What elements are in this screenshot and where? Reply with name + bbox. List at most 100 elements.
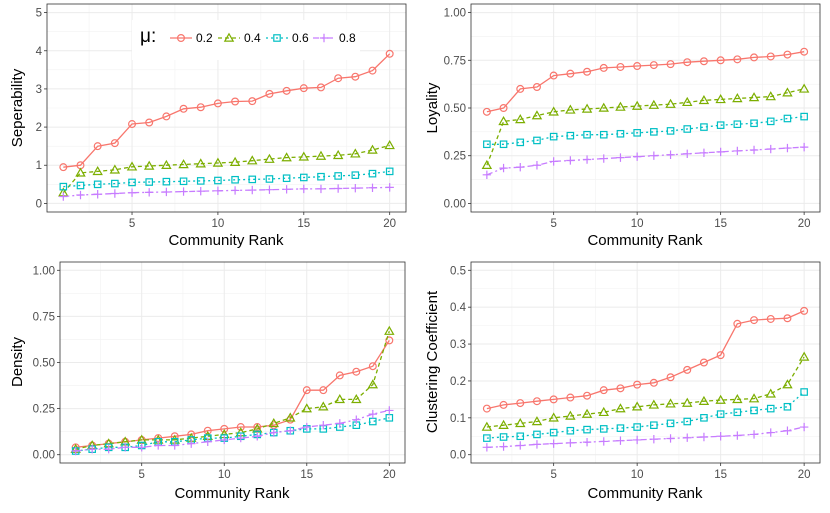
data-point <box>319 386 328 395</box>
series-mu-0.6 <box>59 167 394 191</box>
data-point <box>481 159 493 169</box>
data-point <box>351 171 360 179</box>
data-point <box>683 149 692 158</box>
data-point <box>143 160 155 170</box>
data-point <box>750 53 759 62</box>
data-point <box>59 192 68 201</box>
data-point <box>351 183 360 193</box>
data-point <box>332 149 344 160</box>
y-axis-title: Clustering Coefficient <box>424 290 441 433</box>
data-point <box>566 156 575 165</box>
data-point <box>631 401 643 411</box>
data-point <box>599 154 608 163</box>
data-point <box>248 97 257 106</box>
data-point <box>799 422 809 432</box>
legend-entry-0.8: 0.8 <box>313 31 356 45</box>
series-mu-0.2 <box>482 306 809 413</box>
data-point <box>214 176 222 185</box>
data-point <box>145 188 154 197</box>
x-tick-label: 10 <box>212 218 225 230</box>
data-point <box>315 150 327 160</box>
y-tick-label: 1 <box>36 160 42 172</box>
data-point <box>136 434 147 444</box>
data-point <box>334 172 342 180</box>
data-point <box>666 150 675 159</box>
x-tick-label: 5 <box>129 218 135 230</box>
data-point <box>334 393 346 404</box>
data-point <box>716 147 725 157</box>
data-point <box>236 423 245 432</box>
data-point <box>581 103 593 113</box>
data-point <box>516 84 525 93</box>
y-tick-label: 0.4 <box>450 302 467 314</box>
y-tick-label: 0.75 <box>33 311 55 323</box>
data-point <box>515 114 526 124</box>
data-point <box>798 351 810 361</box>
data-point <box>666 60 675 69</box>
data-point <box>128 120 137 129</box>
data-point <box>766 404 775 413</box>
data-point <box>59 182 68 191</box>
x-tick-label: 20 <box>383 218 396 230</box>
data-point <box>683 58 692 67</box>
data-point <box>179 187 188 196</box>
data-point <box>549 428 558 437</box>
data-point <box>748 393 760 403</box>
data-point <box>335 371 344 380</box>
data-point <box>220 435 229 445</box>
data-point <box>318 401 329 411</box>
data-point <box>683 433 692 442</box>
x-tick-label: 20 <box>798 218 811 230</box>
y-tick-label: 0.00 <box>444 198 466 210</box>
x-axis-title: Community Rank <box>174 485 290 502</box>
data-point <box>93 142 102 151</box>
data-point <box>368 183 377 192</box>
data-point <box>649 378 658 387</box>
data-point <box>633 129 641 137</box>
y-axis-title: Seperability <box>9 68 26 147</box>
data-point <box>532 397 541 406</box>
data-point <box>71 446 80 456</box>
data-point <box>299 184 308 194</box>
data-point <box>515 417 526 428</box>
data-point <box>548 106 559 116</box>
data-point <box>800 306 809 315</box>
x-axis-title: Community Rank <box>587 485 703 502</box>
data-point <box>286 426 295 435</box>
data-point <box>765 91 776 101</box>
data-point <box>203 426 212 435</box>
data-point <box>352 367 361 376</box>
data-point <box>566 426 575 435</box>
y-axis-title: Density <box>9 336 26 387</box>
data-point <box>599 437 608 446</box>
data-point <box>213 99 222 108</box>
data-point <box>110 189 120 198</box>
data-point <box>187 430 196 439</box>
data-point <box>367 144 378 154</box>
data-point <box>599 63 608 72</box>
data-point <box>616 424 625 432</box>
data-point <box>799 142 809 152</box>
data-point <box>282 86 291 95</box>
legend-label: 0.4 <box>244 31 261 45</box>
data-point <box>499 400 508 409</box>
data-point <box>650 421 658 429</box>
data-point <box>633 423 641 431</box>
x-tick-label: 15 <box>714 469 727 481</box>
data-point <box>683 365 692 374</box>
y-tick-label: 0.25 <box>33 404 55 416</box>
data-point <box>582 155 592 164</box>
data-point <box>733 120 742 129</box>
data-point <box>633 380 642 389</box>
data-point <box>532 83 541 92</box>
y-tick-label: 0.75 <box>444 55 466 67</box>
data-point <box>565 410 576 420</box>
data-point <box>549 395 558 404</box>
plot-border <box>46 3 407 213</box>
data-point <box>111 179 119 188</box>
data-point <box>698 94 710 105</box>
data-point <box>298 151 310 161</box>
legend-key-marker <box>273 34 281 42</box>
data-point <box>282 185 291 194</box>
